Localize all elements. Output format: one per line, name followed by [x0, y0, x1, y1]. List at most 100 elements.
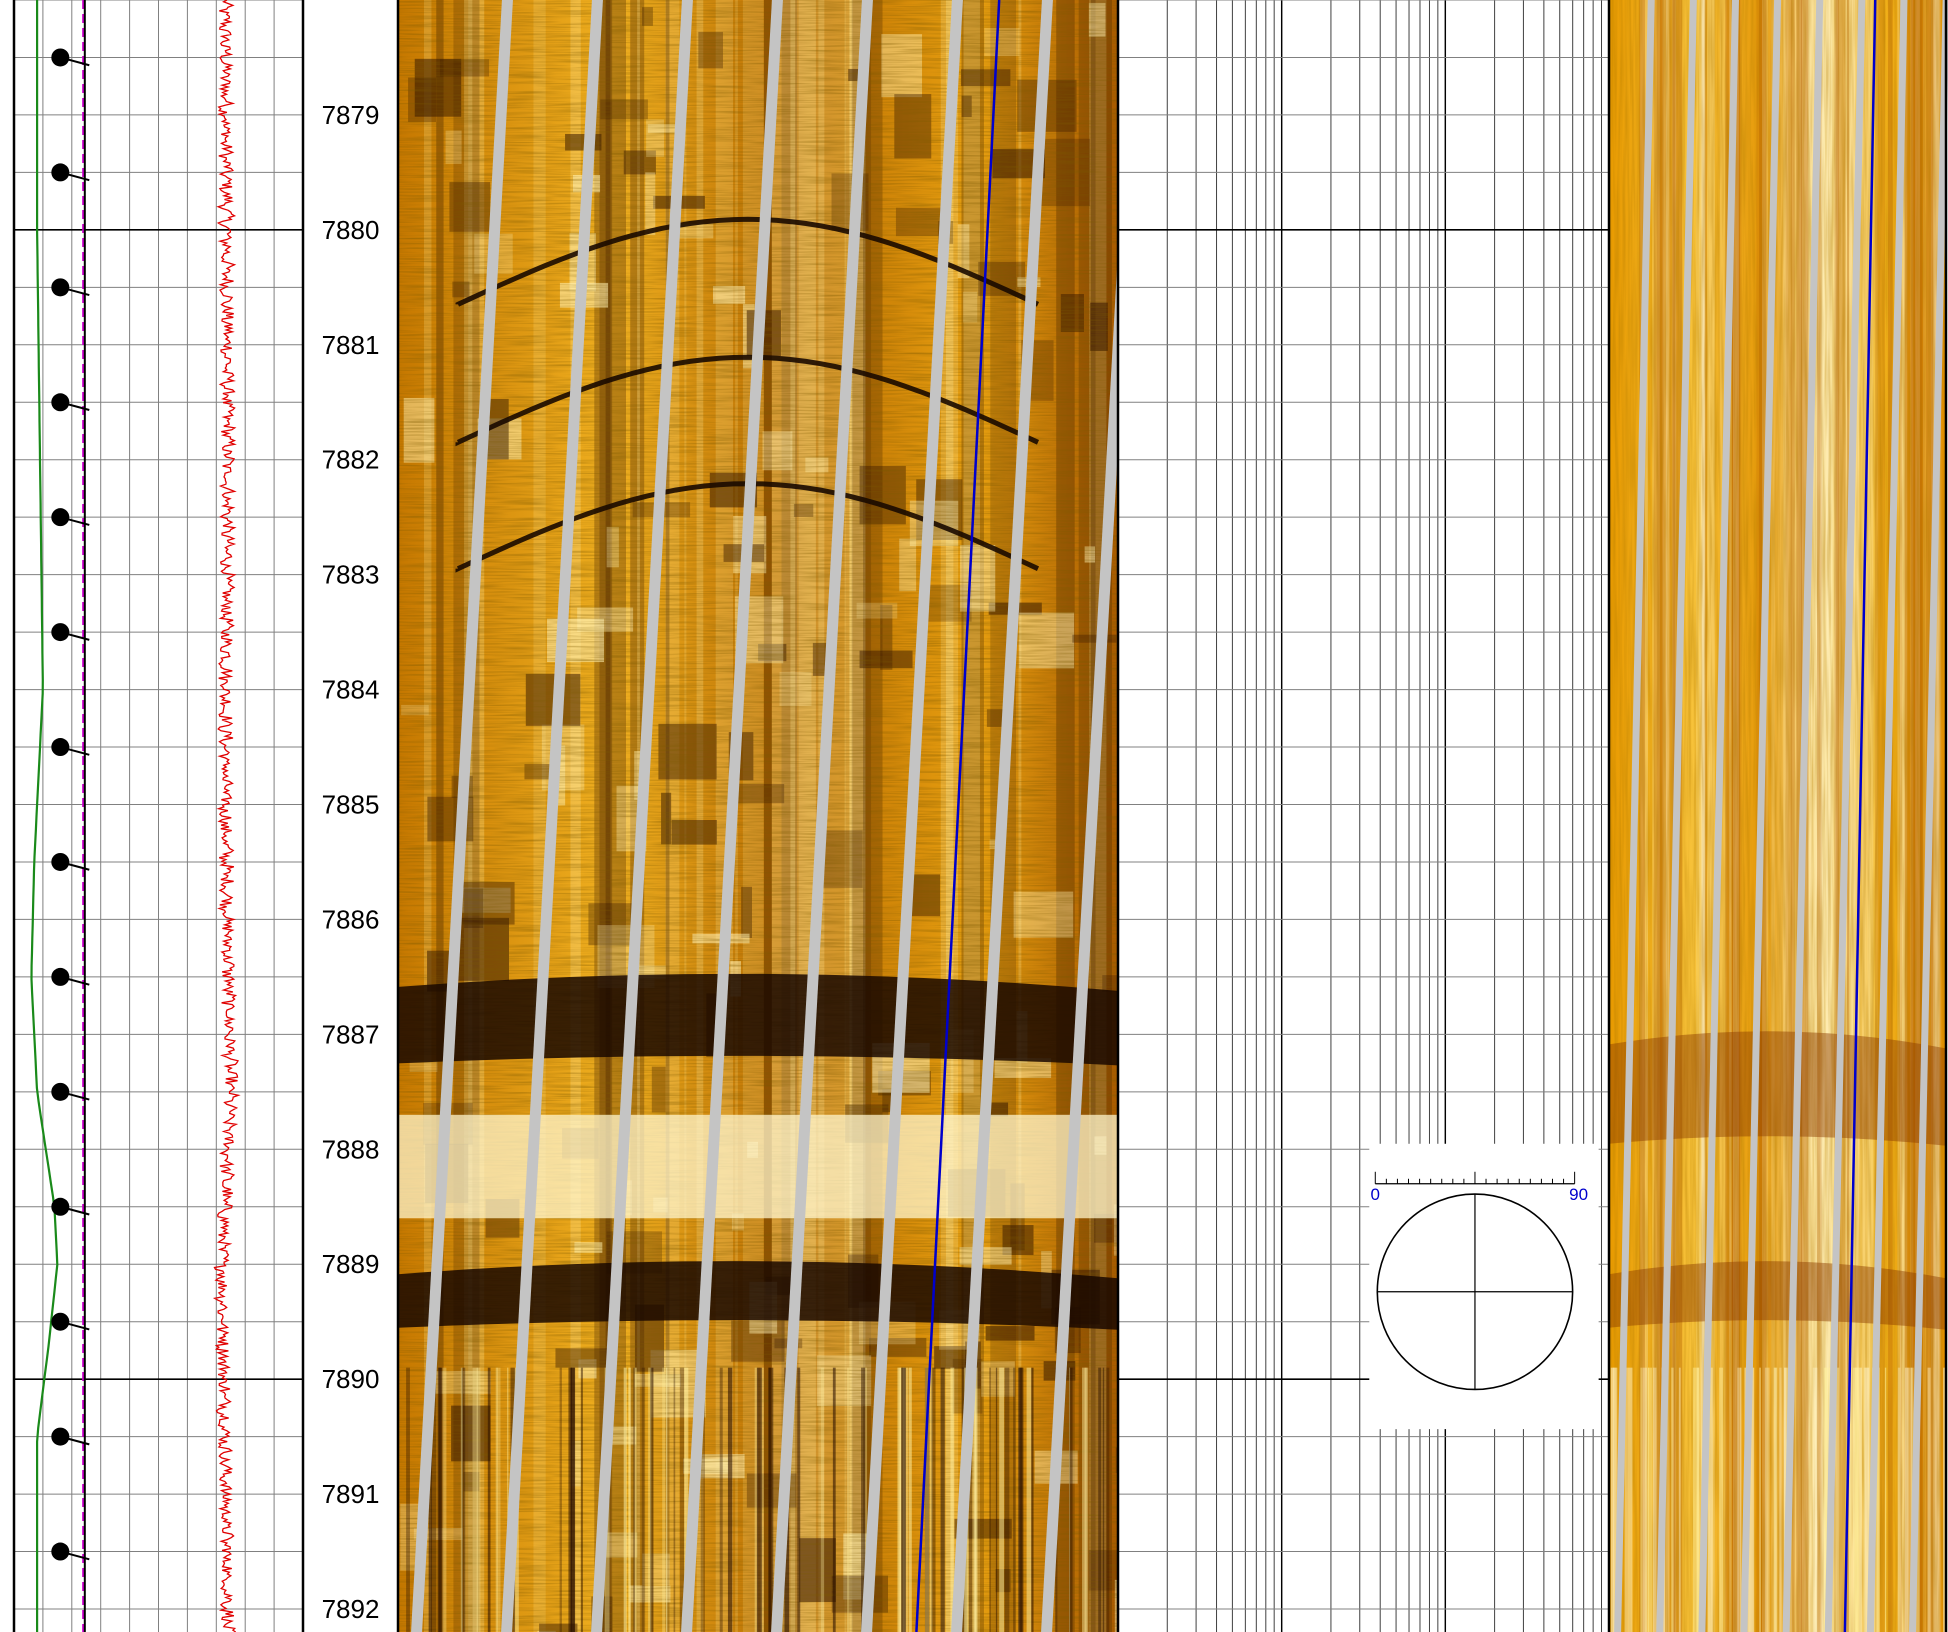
image-lower-texture: [1904, 1367, 1909, 1632]
image-lower-texture: [1864, 1367, 1870, 1632]
image-lower-texture: [995, 1367, 998, 1632]
image-blotch: [1114, 1579, 1118, 1632]
image-lower-texture: [924, 1367, 930, 1632]
image-lower-texture: [1708, 1367, 1713, 1632]
tadpole-dot: [51, 48, 70, 67]
image-lower-texture: [1106, 1367, 1110, 1632]
image-lower-texture: [1019, 1367, 1024, 1632]
image-lower-texture: [897, 1367, 902, 1632]
image-lower-texture: [649, 1367, 654, 1632]
image-lower-texture: [679, 1367, 685, 1632]
image-lower-texture: [968, 1367, 973, 1632]
orientation-trace: [1843, 0, 1877, 1632]
depth-tick-label: 7880: [322, 215, 380, 245]
image-dark-bed: [398, 1261, 1118, 1330]
pad-gap-stripe: [1866, 0, 1908, 1632]
image-lower-texture: [1613, 1367, 1618, 1632]
tadpole-dot: [51, 1082, 70, 1101]
curve-series-2: [212, 0, 241, 1632]
depth-tick-label: 7884: [322, 675, 380, 705]
depth-tick-label: 7888: [322, 1134, 380, 1164]
image-bright-bed: [398, 1114, 1118, 1219]
image-lower-texture: [628, 1367, 632, 1632]
image-lower-texture: [1824, 1367, 1827, 1632]
static-image-track: [398, 0, 1118, 1632]
image-lower-texture: [623, 1367, 627, 1632]
image-dark-band: [1609, 1031, 1946, 1146]
image-fracture: [455, 481, 1040, 573]
image-lower-texture: [1624, 1367, 1629, 1632]
dynamic-image-track: [1609, 0, 1948, 1632]
pad-gap-stripe: [951, 0, 1053, 1632]
image-lower-texture: [496, 1367, 498, 1632]
tadpole-dot: [51, 1312, 70, 1331]
pad-gap-stripe: [1782, 0, 1824, 1632]
image-lower-texture: [930, 1367, 933, 1632]
stereonet-scale-min-label: 0: [1371, 1185, 1380, 1204]
image-lower-texture: [1004, 1367, 1010, 1632]
depth-tick-label: 7887: [322, 1019, 380, 1049]
image-lower-texture: [768, 1367, 774, 1632]
image-lower-texture: [1759, 1367, 1761, 1632]
image-lower-texture: [719, 1367, 723, 1632]
image-lower-texture: [1812, 1367, 1816, 1632]
pad-gap-stripe: [1824, 0, 1866, 1632]
tadpole-dot: [51, 163, 70, 182]
pad-gap-stripe: [501, 0, 603, 1632]
image-lower-texture: [472, 1367, 478, 1632]
image-lower-texture: [1876, 1367, 1880, 1632]
pad-gap-stripe: [1656, 0, 1697, 1632]
image-lower-texture: [1018, 1367, 1023, 1632]
image-lower-texture: [1852, 1367, 1856, 1632]
image-lower-texture: [648, 1367, 652, 1632]
image-lower-texture: [580, 1367, 583, 1632]
image-lower-texture: [1640, 1367, 1642, 1632]
image-lower-texture: [865, 1367, 868, 1632]
image-lower-texture: [1849, 1367, 1852, 1632]
image-lower-texture: [1884, 1367, 1887, 1632]
tadpole-dot: [51, 623, 70, 642]
image-lower-texture: [908, 1367, 912, 1632]
image-lower-texture: [1943, 1367, 1946, 1632]
pad-gap-stripe: [681, 0, 783, 1632]
image-lower-texture: [1823, 1367, 1829, 1632]
pad-gap-stripe: [1614, 0, 1655, 1632]
image-lower-texture: [1855, 1367, 1859, 1632]
image-lower-texture: [1678, 1367, 1681, 1632]
image-lower-texture: [1084, 1367, 1089, 1632]
tadpole-dot: [51, 852, 70, 871]
image-lower-texture: [406, 1367, 410, 1632]
depth-tick-label: 7883: [322, 560, 380, 590]
image-lower-texture: [1628, 1367, 1633, 1632]
image-lower-texture: [820, 1367, 825, 1632]
image-lower-texture: [477, 1367, 481, 1632]
image-lower-texture: [1692, 1367, 1695, 1632]
tadpole-dot: [51, 508, 70, 527]
depth-track: 7879 7880 7881 7882 7883 7884 7885 7886 7887 7888…: [322, 100, 380, 1624]
image-lower-texture: [568, 1367, 572, 1632]
pad-gap-stripe: [861, 0, 963, 1632]
depth-tick-label: 7885: [322, 790, 380, 820]
image-dark-band: [1609, 1261, 1946, 1330]
image-lower-texture: [1031, 1367, 1034, 1632]
image-lower-texture: [431, 1367, 436, 1632]
image-blotch: [1115, 1447, 1118, 1474]
image-lower-texture: [1013, 1367, 1016, 1632]
log-grid-track: 0 90: [1117, 0, 1610, 1632]
image-lower-texture: [1719, 1367, 1724, 1632]
tadpole-dot: [51, 1197, 70, 1216]
image-lower-texture: [1642, 1367, 1648, 1632]
image-lower-texture: [950, 1367, 955, 1632]
image-lower-texture: [666, 1367, 668, 1632]
image-lower-texture: [460, 1367, 463, 1632]
pad-gap-stripe: [411, 0, 513, 1632]
depth-tick-label: 7882: [322, 445, 380, 475]
depth-tick-label: 7886: [322, 904, 380, 934]
image-lower-texture: [1648, 1367, 1653, 1632]
image-lower-texture: [628, 1367, 631, 1632]
image-lower-texture: [662, 1367, 666, 1632]
image-lower-texture: [940, 1367, 945, 1632]
image-lower-texture: [972, 1367, 976, 1632]
